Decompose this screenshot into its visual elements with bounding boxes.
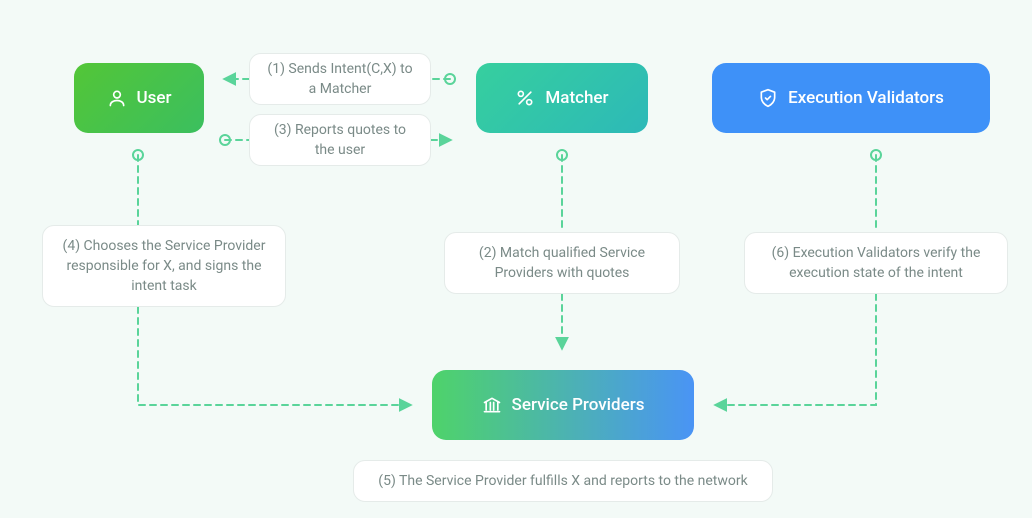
step1-label: (1) Sends Intent(C,X) to a Matcher (249, 53, 431, 105)
providers-node-label: Service Providers (512, 395, 645, 415)
step5-text: (5) The Service Provider fulfills X and … (378, 471, 747, 491)
step1-text: (1) Sends Intent(C,X) to a Matcher (266, 59, 414, 100)
percent-icon (515, 88, 535, 108)
step6-label: (6) Execution Validators verify the exec… (744, 232, 1008, 294)
shield-icon (758, 88, 778, 108)
step4-label: (4) Chooses the Service Provider respons… (42, 225, 286, 307)
step4-text: (4) Chooses the Service Provider respons… (59, 236, 269, 297)
step6-text: (6) Execution Validators verify the exec… (761, 243, 991, 284)
providers-node: Service Providers (432, 370, 694, 440)
step2-text: (2) Match qualified Service Providers wi… (461, 243, 663, 284)
user-node-label: User (137, 88, 172, 108)
bank-icon (482, 395, 502, 415)
validators-node: Execution Validators (712, 63, 990, 133)
user-node: User (74, 63, 204, 133)
step2-label: (2) Match qualified Service Providers wi… (444, 232, 680, 294)
step3-label: (3) Reports quotes to the user (249, 114, 431, 166)
validators-node-label: Execution Validators (788, 88, 944, 108)
person-icon (107, 88, 127, 108)
matcher-node-label: Matcher (545, 88, 608, 108)
step5-label: (5) The Service Provider fulfills X and … (353, 460, 773, 502)
step3-text: (3) Reports quotes to the user (266, 120, 414, 161)
matcher-node: Matcher (476, 63, 648, 133)
